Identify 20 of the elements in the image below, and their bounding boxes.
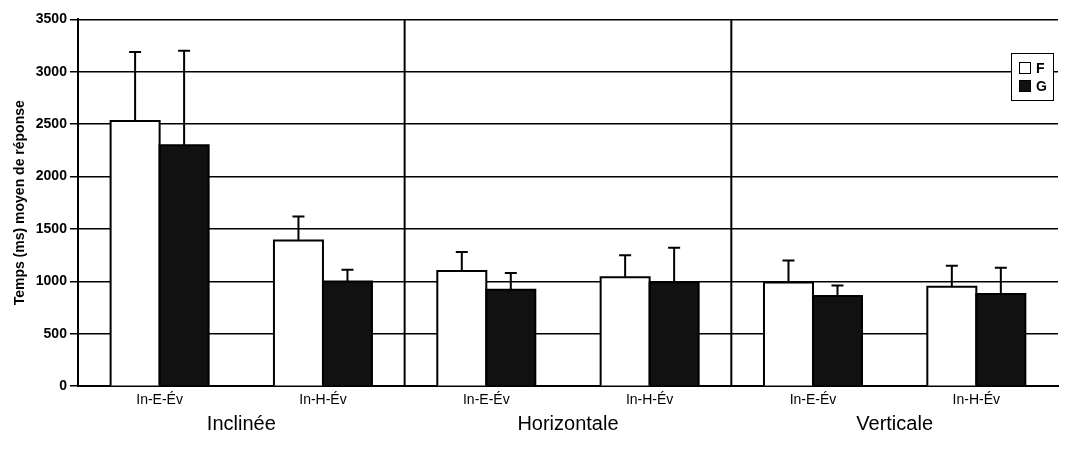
x-tick-label: In-H-Év [625,391,674,408]
text: Inclinée [206,411,276,434]
x-tick-label: In-H-Év [952,391,1001,408]
x-tick-label: In-H-Év [299,391,347,408]
text: Verticale [856,411,934,434]
y-tick-label: 0 [59,377,68,394]
y-tick-label: 3000 [35,62,68,79]
legend-label: G [1036,78,1047,94]
y-tick-label: 3500 [35,10,68,27]
x-tick-label: In-E-Év [462,391,510,408]
y-tick-label: 2000 [35,167,68,184]
x-tick-label: In-E-Év [136,391,183,408]
x-tick-label: In-E-Év [789,391,837,408]
text: Horizontale [517,411,619,434]
y-axis-title: Temps (ms) moyen de réponse [11,100,28,306]
y-tick-label: 1000 [35,272,68,289]
y-tick-label: 1500 [35,219,68,236]
y-tick-label: 500 [43,324,68,341]
y-tick-label: 2500 [35,115,68,132]
text: F [1036,60,1045,76]
